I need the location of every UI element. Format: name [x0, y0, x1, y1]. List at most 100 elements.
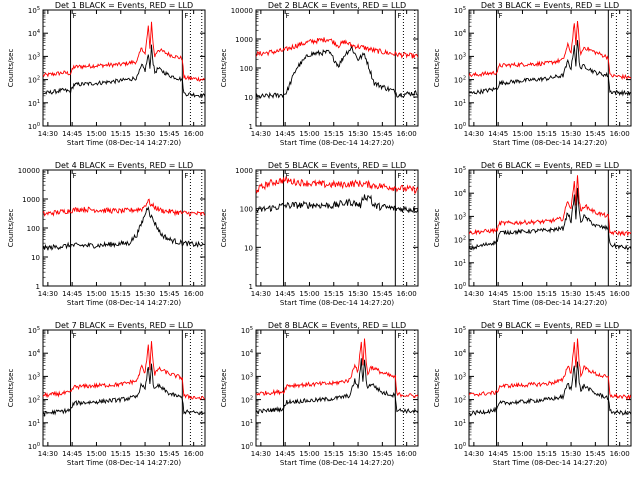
y-tick-label: 105 — [241, 326, 253, 335]
x-tick-label: 15:15 — [537, 450, 557, 458]
x-tick-label: 16:00 — [397, 450, 417, 458]
flag-marker-label: F — [184, 172, 188, 180]
chart-title: Det 4 BLACK = Events, RED = LLD — [55, 161, 193, 170]
plot-frame — [468, 169, 632, 287]
y-tick-label: 104 — [454, 189, 466, 198]
chart-title: Det 1 BLACK = Events, RED = LLD — [55, 1, 193, 10]
flag-marker-label: F — [397, 12, 401, 20]
x-tick-label: 14:45 — [488, 130, 508, 138]
flag-marker-label: F — [499, 172, 503, 180]
y-tick-label: 100 — [240, 65, 253, 73]
x-tick-label: 15:00 — [512, 450, 532, 458]
y-tick-label: 1 — [36, 283, 40, 291]
x-axis-label: Start Time (08-Dec-14 14:27:20) — [280, 459, 394, 467]
y-axis-label: Counts/sec — [433, 209, 441, 248]
y-tick-label: 101 — [454, 419, 466, 428]
y-axis-label: Counts/sec — [220, 49, 228, 88]
x-tick-label: 14:30 — [38, 130, 58, 138]
y-tick-label: 100 — [28, 122, 40, 131]
chart-title: Det 2 BLACK = Events, RED = LLD — [268, 1, 406, 10]
y-tick-label: 102 — [454, 236, 466, 245]
y-tick-label: 101 — [28, 99, 40, 108]
chart-panel-8: Det 8 BLACK = Events, RED = LLD 14:30 14:4… — [220, 321, 419, 467]
chart-panel-4: Det 4 BLACK = Events, RED = LLD 14:30 14:4… — [7, 161, 206, 307]
x-tick-label: 15:30 — [135, 130, 155, 138]
y-tick-label: 10 — [244, 94, 253, 102]
x-tick-label: 15:00 — [512, 130, 532, 138]
events-series-line — [469, 187, 631, 251]
y-tick-label: 105 — [454, 326, 466, 335]
y-tick-label: 101 — [28, 419, 40, 428]
x-tick-label: 14:45 — [62, 130, 82, 138]
x-tick-label: 14:30 — [464, 130, 484, 138]
x-axis-label: Start Time (08-Dec-14 14:27:20) — [67, 299, 181, 307]
x-tick-label: 15:30 — [348, 130, 368, 138]
y-tick-label: 100 — [454, 282, 466, 291]
y-tick-label: 102 — [454, 76, 466, 85]
plot-frame — [42, 9, 206, 127]
y-tick-label: 102 — [28, 76, 40, 85]
x-tick-label: 14:30 — [38, 290, 58, 298]
flag-marker-label: F — [73, 12, 77, 20]
x-tick-label: 14:30 — [251, 130, 271, 138]
events-series-line — [256, 358, 418, 415]
y-axis-label: Counts/sec — [220, 209, 228, 248]
x-tick-label: 14:45 — [275, 450, 295, 458]
y-tick-label: 103 — [28, 52, 40, 61]
x-tick-label: 15:45 — [372, 130, 392, 138]
x-tick-label: 15:30 — [561, 450, 581, 458]
events-series-line — [43, 205, 205, 251]
x-tick-label: 16:00 — [397, 130, 417, 138]
x-tick-label: 15:15 — [537, 290, 557, 298]
x-tick-label: 15:45 — [585, 290, 605, 298]
x-tick-label: 14:30 — [251, 290, 271, 298]
lld-series-line — [256, 176, 418, 194]
lld-series-line — [43, 341, 205, 400]
y-tick-label: 103 — [454, 52, 466, 61]
x-tick-label: 15:15 — [324, 450, 344, 458]
y-tick-label: 1 — [249, 283, 253, 291]
chart-panel-3: Det 3 BLACK = Events, RED = LLD 14:30 14:4… — [433, 1, 632, 147]
x-tick-label: 15:15 — [537, 130, 557, 138]
x-axis-label: Start Time (08-Dec-14 14:27:20) — [280, 139, 394, 147]
y-tick-label: 102 — [241, 396, 253, 405]
y-axis-label: Counts/sec — [433, 369, 441, 408]
x-tick-label: 14:30 — [251, 450, 271, 458]
x-tick-label: 15:00 — [299, 290, 319, 298]
lld-series-line — [469, 175, 631, 237]
x-tick-label: 15:00 — [86, 290, 106, 298]
lld-series-line — [469, 338, 631, 401]
flag-marker-label: F — [397, 332, 401, 340]
y-tick-label: 103 — [454, 372, 466, 381]
y-tick-label: 105 — [28, 326, 40, 335]
lld-series-line — [43, 21, 205, 82]
x-axis-label: Start Time (08-Dec-14 14:27:20) — [493, 299, 607, 307]
y-tick-label: 1000 — [235, 36, 253, 44]
plot-frame — [468, 329, 632, 447]
flag-marker-label: F — [499, 12, 503, 20]
lld-series-line — [43, 198, 205, 217]
x-tick-label: 14:45 — [275, 290, 295, 298]
x-tick-label: 15:45 — [159, 130, 179, 138]
flag-marker-label: F — [286, 172, 290, 180]
plot-frame — [255, 329, 419, 447]
flag-marker-label: F — [610, 172, 614, 180]
lld-series-line — [256, 37, 418, 59]
y-tick-label: 105 — [454, 6, 466, 15]
flag-marker-label: F — [499, 332, 503, 340]
y-tick-label: 1000 — [22, 196, 40, 204]
flag-marker-label: F — [286, 332, 290, 340]
x-tick-label: 16:00 — [397, 290, 417, 298]
flag-marker-label: F — [73, 172, 77, 180]
chart-panel-9: Det 9 BLACK = Events, RED = LLD 14:30 14:4… — [433, 321, 632, 467]
x-tick-label: 16:00 — [610, 130, 630, 138]
y-tick-label: 100 — [240, 206, 253, 214]
chart-title: Det 9 BLACK = Events, RED = LLD — [481, 321, 619, 330]
y-tick-label: 101 — [241, 419, 253, 428]
y-tick-label: 102 — [28, 396, 40, 405]
chart-panel-5: Det 5 BLACK = Events, RED = LLD 14:30 14:4… — [220, 161, 419, 307]
events-series-line — [43, 44, 205, 99]
y-tick-label: 103 — [241, 372, 253, 381]
y-tick-label: 104 — [454, 349, 466, 358]
y-tick-label: 102 — [454, 396, 466, 405]
